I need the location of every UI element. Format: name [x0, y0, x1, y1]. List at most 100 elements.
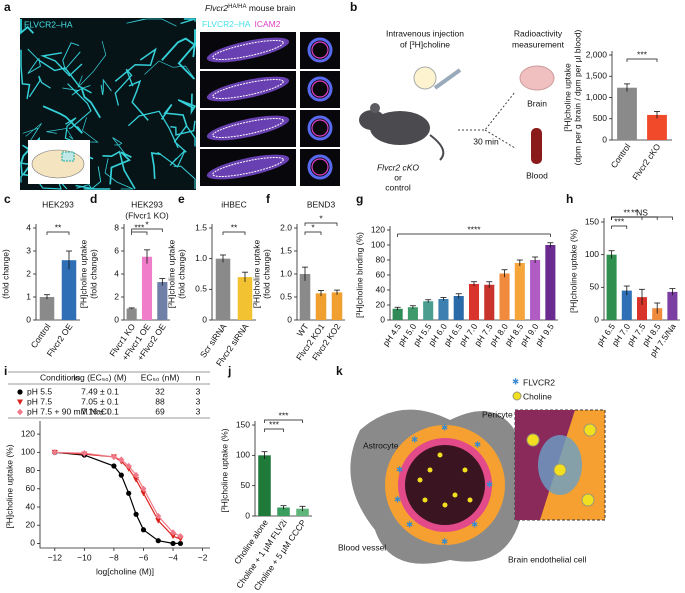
marker [155, 538, 161, 544]
mouse-label: or [394, 172, 402, 182]
legend-label: pH 5.5 [27, 386, 52, 396]
vessel [114, 47, 157, 82]
marker [17, 408, 23, 416]
y-tick-label: 20 [26, 519, 36, 529]
table-header: EC₅₀ (nM) [141, 372, 180, 382]
panel-label: k [336, 364, 343, 378]
y-tick-label: 60 [26, 483, 36, 493]
table-cell: 3 [196, 406, 201, 416]
vial [413, 66, 437, 90]
vessel [161, 29, 196, 61]
marker [126, 490, 132, 496]
flvcr2-icon: ✱ [406, 519, 413, 529]
y-tick-label: 0 [594, 314, 599, 324]
series-line [54, 451, 181, 544]
significance-bracket [46, 231, 70, 235]
vessel [112, 137, 127, 156]
choline-dots: ✱ ✱ ✱ ✱ ✱ ✱ ✱ ✱ ✱ [394, 422, 493, 546]
x-axis-label: log[choline (M)] [96, 566, 154, 576]
table-cell: 88 [155, 396, 165, 406]
flvcr2-icon: ✱ [394, 494, 401, 504]
significance-bracket [611, 225, 628, 229]
chart-title: HEK293 [131, 199, 163, 209]
table-cell: 3 [196, 386, 201, 396]
choline [462, 467, 468, 473]
significance-label: **** [467, 224, 481, 234]
significance-label: * [311, 222, 315, 232]
vessel-cross-section [307, 154, 333, 180]
vessel-cross-section [307, 37, 333, 63]
significance-label: * [145, 219, 149, 229]
significance-label: ** [55, 222, 62, 232]
significance-bracket [397, 233, 551, 237]
y-axis-label: [³H]choline uptake [166, 239, 176, 308]
flvcr2-icon: ✱ [441, 536, 448, 546]
legend-item: COL IV [284, 19, 312, 29]
bar [61, 260, 77, 320]
y-tick-label: 0 [380, 314, 385, 324]
mouse-label: control [385, 182, 411, 192]
y-tick-label: 1 [26, 291, 31, 301]
y-tick-label: 4 [114, 268, 119, 278]
chart-title: HEK293 [42, 199, 74, 209]
legend-label: pH 7.5 [27, 396, 52, 406]
y-tick-label: 0 [30, 538, 35, 548]
significance-bracket [304, 231, 322, 235]
table-header: log (EC₅₀) (M) [73, 372, 126, 382]
bar [331, 292, 343, 320]
vessel [114, 68, 134, 106]
bar [299, 274, 311, 320]
panel-a-images: FLVCR2–HA Flvcr2HA/HA mouse brain FLVCR2… [20, 3, 340, 190]
inset-region [61, 151, 75, 162]
stain-legend: FLVCR2–HA ICAM2 COL IV [202, 19, 312, 29]
step-text: Intravenous injection [386, 28, 464, 38]
vessel-outline [212, 156, 284, 178]
marker [140, 527, 147, 533]
bar [258, 455, 271, 516]
significance-label: *** [269, 419, 280, 429]
x-tick-label: −6 [139, 552, 149, 562]
vessel [77, 40, 107, 88]
table-header: n [196, 372, 201, 382]
bar [468, 284, 480, 320]
title-rest: mouse brain [246, 3, 295, 13]
x-tick-label: −4 [168, 552, 178, 562]
y-tick-label: 1,000 [586, 92, 608, 102]
vessel [40, 52, 83, 77]
table-cell: 69 [155, 406, 165, 416]
flvcr2-icon: ✱ [471, 519, 478, 529]
y-tick-label: 0.5 [195, 284, 207, 294]
bar [530, 260, 541, 320]
y-tick-label: 0.5 [280, 291, 292, 301]
y-tick-label: 2 [114, 291, 119, 301]
small-panels [200, 32, 340, 186]
vessel [177, 93, 197, 115]
marker [118, 472, 124, 478]
choline [442, 502, 448, 508]
y-tick-label: 4 [26, 222, 31, 232]
vessel [75, 184, 111, 190]
significance-bracket [131, 228, 163, 232]
y-axis-label: [³H]choline uptake (%) [219, 428, 229, 512]
significance-label: ** [231, 222, 238, 232]
diagram-label: Pericyte [482, 409, 513, 419]
bar [453, 296, 464, 320]
y-tick-label: 120 [21, 428, 35, 438]
marker [170, 533, 177, 540]
panel-label: i [4, 364, 7, 378]
significance-bracket [264, 419, 303, 423]
vessel-cross-section [307, 76, 333, 102]
choline [417, 477, 423, 483]
vessel [37, 58, 92, 94]
marker [133, 511, 139, 517]
marker [170, 529, 177, 536]
vessel [28, 75, 51, 98]
y-tick-label: 100 [371, 239, 385, 249]
y-tick-label: 80 [26, 465, 36, 475]
mouse-head [359, 110, 385, 130]
chart-title: iHBEC [221, 199, 247, 209]
chart-subtitle: (Flvcr1 KO) [125, 210, 169, 220]
significance-bracket [264, 428, 284, 432]
vessel [80, 87, 101, 119]
time-label: 30 min [473, 136, 499, 146]
